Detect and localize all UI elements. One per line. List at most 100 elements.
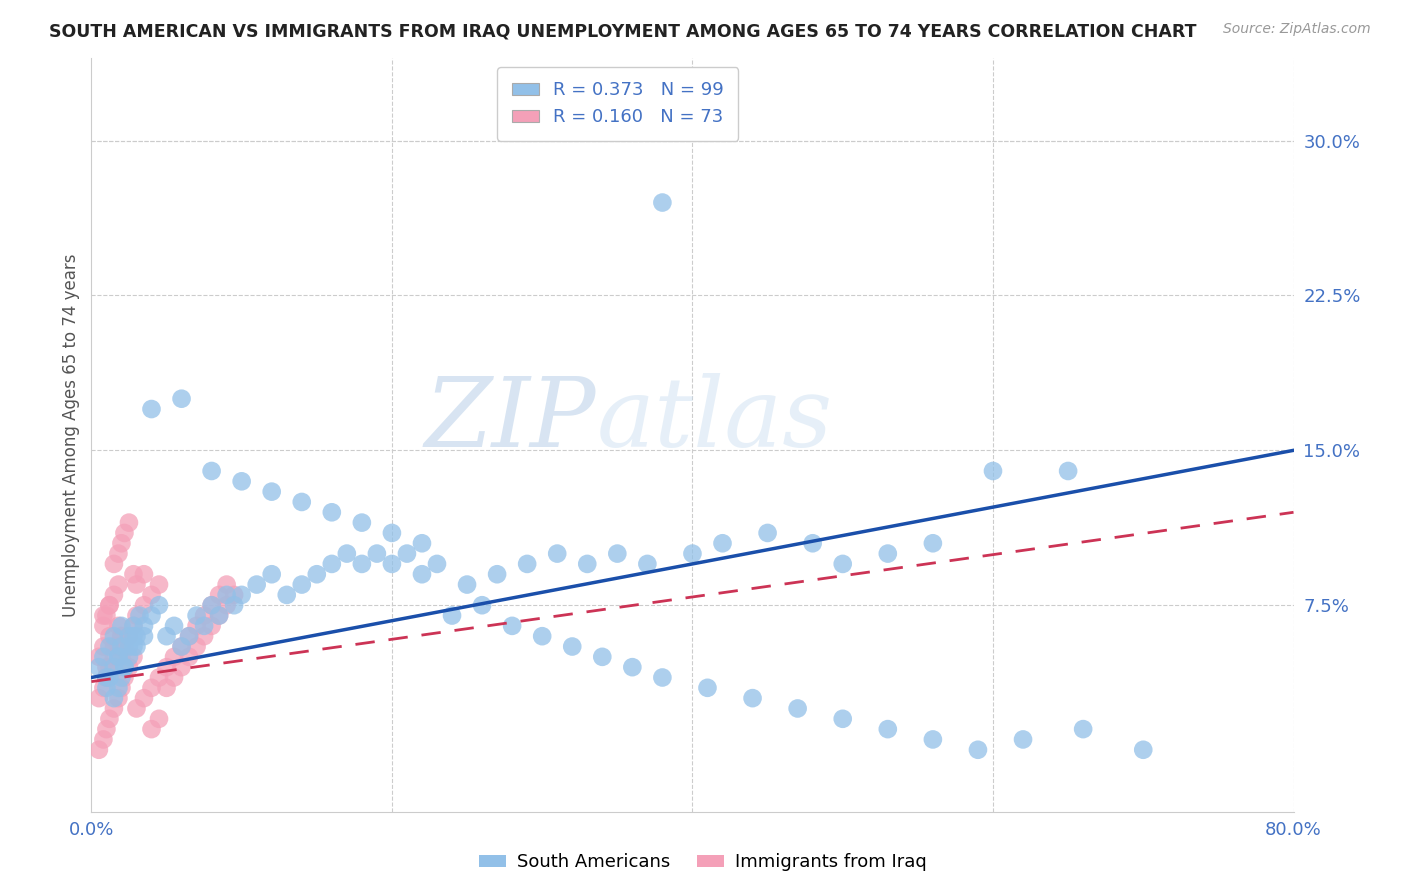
Point [208, 608, 231, 623]
Point [170, 640, 193, 654]
Point [98, 671, 121, 685]
Point [456, 577, 478, 591]
Point [93, 649, 115, 664]
Point [103, 588, 125, 602]
Point [786, 701, 808, 715]
Legend: R = 0.373   N = 99, R = 0.160   N = 73: R = 0.373 N = 99, R = 0.160 N = 73 [498, 67, 738, 141]
Point [246, 577, 269, 591]
Point [96, 681, 118, 695]
Point [411, 536, 433, 550]
Point [215, 598, 238, 612]
Point [576, 557, 599, 571]
Point [170, 640, 193, 654]
Text: SOUTH AMERICAN VS IMMIGRANTS FROM IRAQ UNEMPLOYMENT AMONG AGES 65 TO 74 YEARS CO: SOUTH AMERICAN VS IMMIGRANTS FROM IRAQ U… [49, 22, 1197, 40]
Point [107, 649, 129, 664]
Point [193, 619, 215, 633]
Point [546, 547, 568, 561]
Point [696, 681, 718, 695]
Point [87, 743, 110, 757]
Point [96, 722, 118, 736]
Point [291, 495, 314, 509]
Point [201, 464, 224, 478]
Point [118, 660, 141, 674]
Point [1071, 722, 1094, 736]
Point [163, 619, 186, 633]
Point [155, 660, 177, 674]
Point [350, 557, 373, 571]
Point [107, 691, 129, 706]
Point [155, 681, 177, 695]
Point [831, 712, 853, 726]
Point [276, 588, 298, 602]
Point [711, 536, 734, 550]
Point [291, 577, 314, 591]
Point [125, 629, 148, 643]
Point [118, 640, 141, 654]
Point [186, 608, 208, 623]
Point [122, 649, 145, 664]
Point [426, 557, 449, 571]
Point [110, 629, 132, 643]
Point [132, 619, 155, 633]
Point [321, 505, 343, 519]
Point [411, 567, 433, 582]
Point [201, 619, 224, 633]
Point [96, 660, 118, 674]
Text: atlas: atlas [596, 373, 832, 467]
Point [110, 681, 132, 695]
Point [381, 525, 404, 540]
Point [110, 619, 132, 633]
Point [141, 722, 163, 736]
Point [741, 691, 763, 706]
Point [366, 547, 388, 561]
Point [141, 402, 163, 417]
Point [93, 640, 115, 654]
Point [107, 640, 129, 654]
Point [107, 619, 129, 633]
Point [87, 649, 110, 664]
Point [93, 732, 115, 747]
Point [114, 640, 136, 654]
Point [224, 598, 246, 612]
Point [305, 567, 328, 582]
Point [122, 567, 145, 582]
Point [103, 649, 125, 664]
Point [103, 701, 125, 715]
Point [93, 619, 115, 633]
Point [1057, 464, 1080, 478]
Legend: South Americans, Immigrants from Iraq: South Americans, Immigrants from Iraq [472, 847, 934, 879]
Point [1012, 732, 1035, 747]
Point [125, 608, 148, 623]
Point [967, 743, 990, 757]
Point [193, 608, 215, 623]
Point [651, 671, 673, 685]
Point [260, 484, 283, 499]
Point [486, 567, 509, 582]
Point [163, 671, 186, 685]
Point [756, 525, 779, 540]
Point [381, 557, 404, 571]
Point [122, 619, 145, 633]
Point [96, 671, 118, 685]
Point [471, 598, 494, 612]
Point [87, 660, 110, 674]
Point [148, 671, 170, 685]
Point [98, 629, 121, 643]
Point [118, 516, 141, 530]
Point [125, 640, 148, 654]
Point [107, 681, 129, 695]
Point [103, 640, 125, 654]
Point [132, 598, 155, 612]
Point [801, 536, 824, 550]
Point [336, 547, 359, 561]
Point [186, 619, 208, 633]
Point [98, 598, 121, 612]
Point [132, 691, 155, 706]
Point [876, 547, 898, 561]
Point [132, 567, 155, 582]
Point [606, 547, 628, 561]
Point [110, 649, 132, 664]
Point [981, 464, 1004, 478]
Point [141, 608, 163, 623]
Text: Source: ZipAtlas.com: Source: ZipAtlas.com [1223, 22, 1371, 37]
